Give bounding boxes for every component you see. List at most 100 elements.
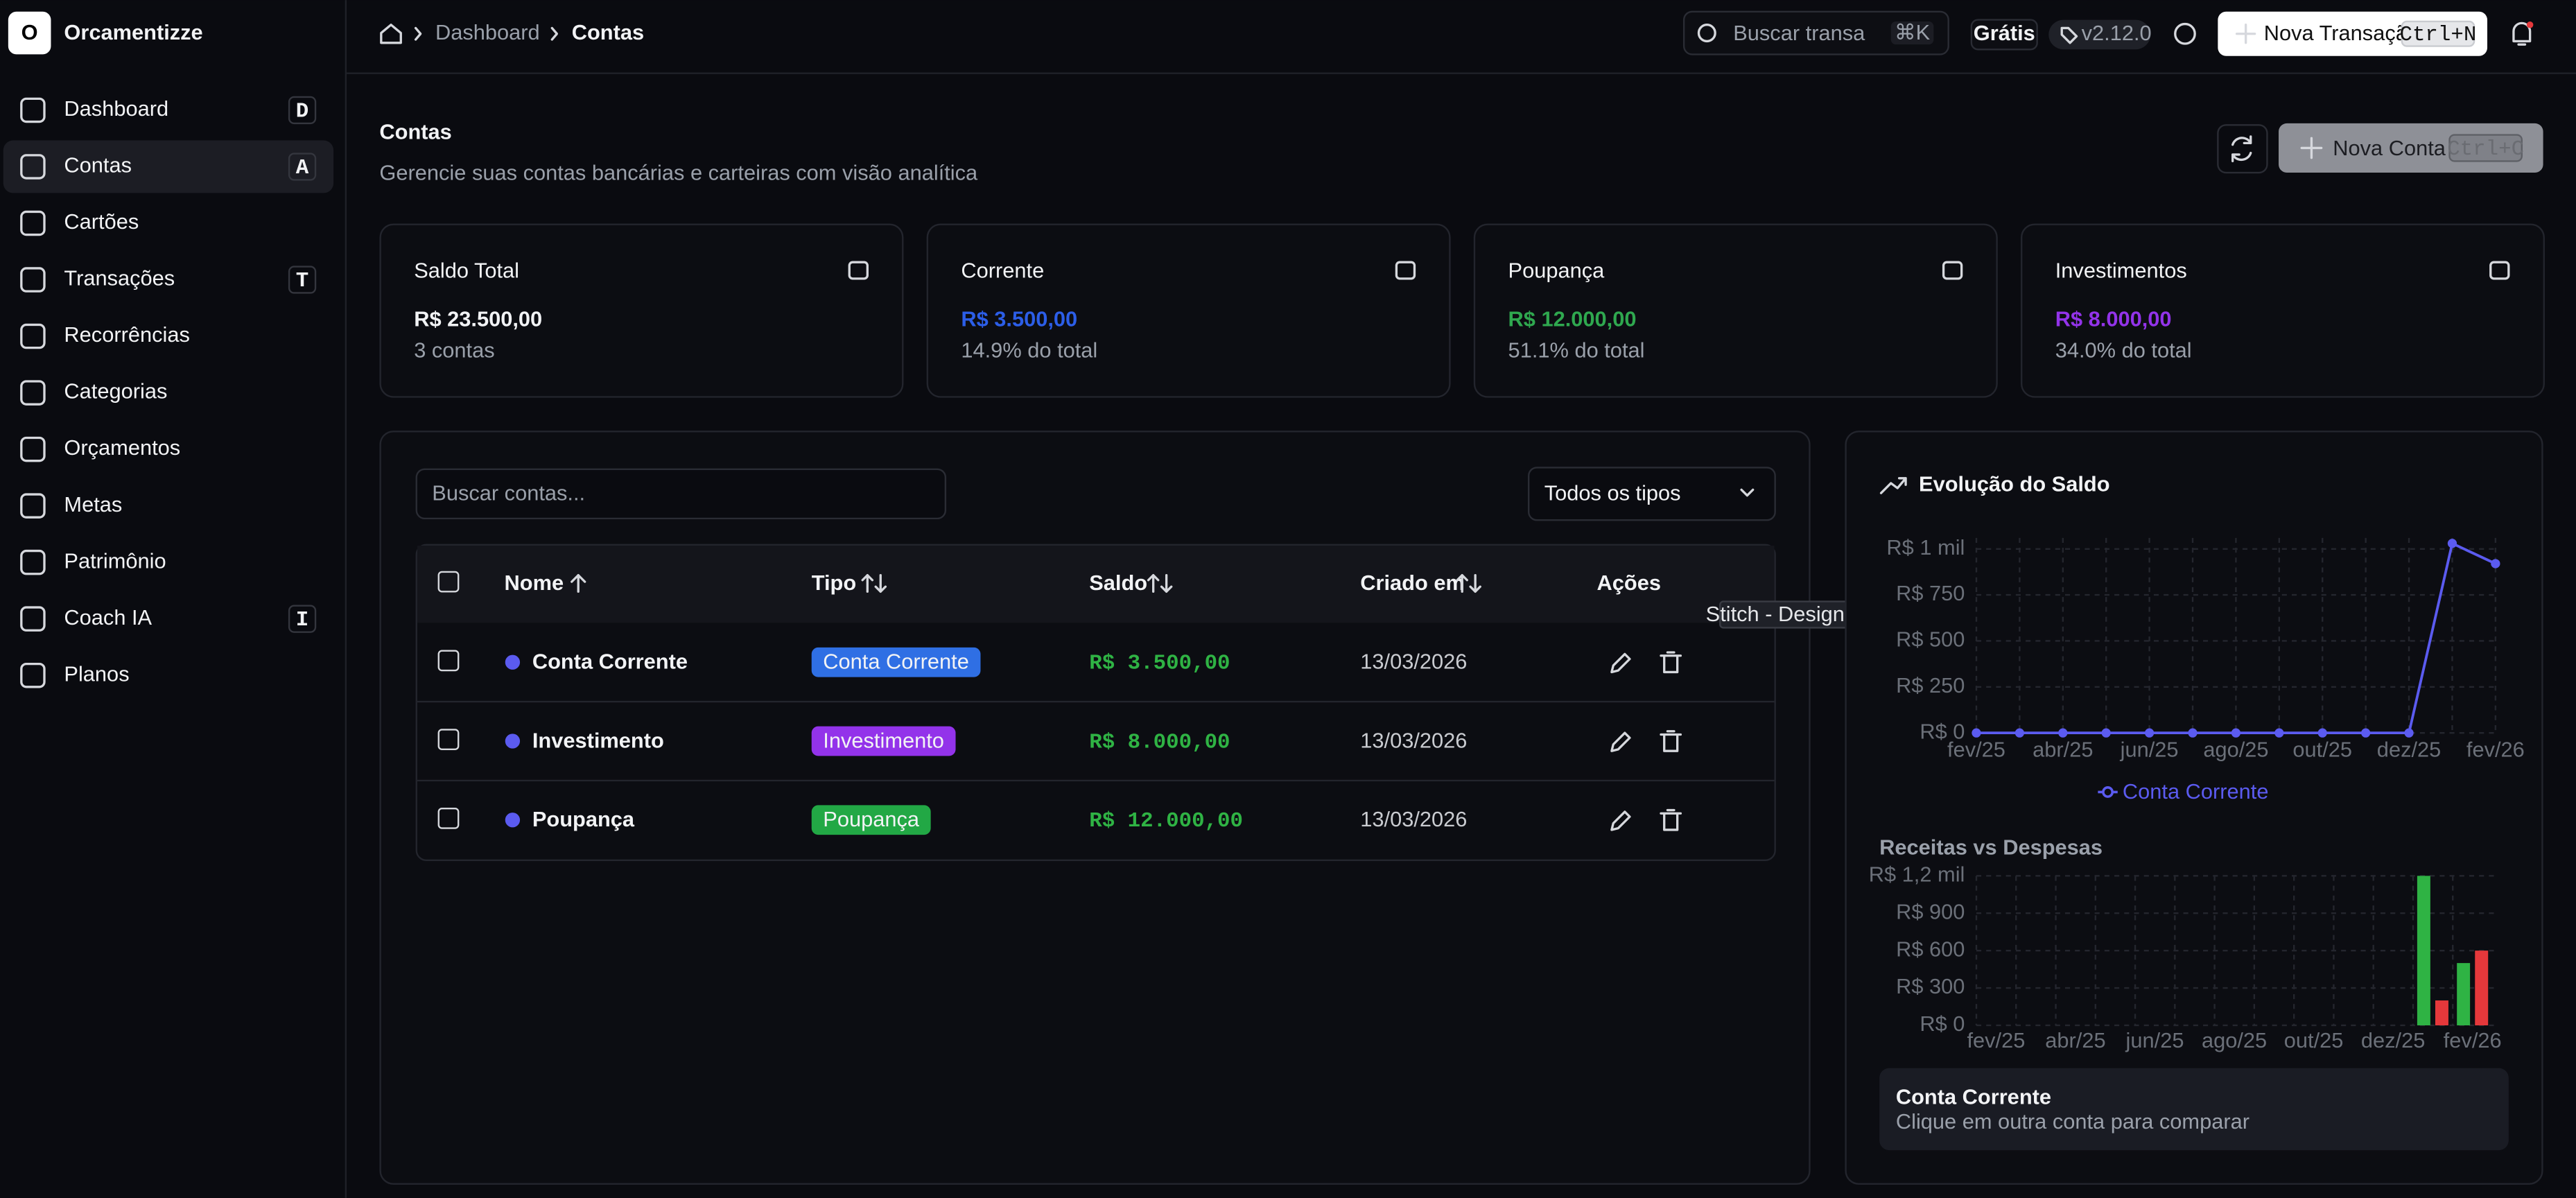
- line-point: [2317, 728, 2327, 738]
- nav-hit[interactable]: [3, 480, 333, 532]
- tag-icon: [2060, 26, 2078, 44]
- line-point: [2231, 728, 2241, 738]
- edit-icon[interactable]: [1610, 652, 1631, 674]
- search-placeholder: Buscar transa: [1733, 21, 1865, 45]
- y-tick-label: R$ 750: [1896, 581, 1965, 605]
- account-created: 13/03/2026: [1360, 807, 1467, 831]
- x-tick-label: ago/25: [2203, 737, 2268, 761]
- delete-icon[interactable]: [1660, 730, 1682, 752]
- card-note: 3 contas: [414, 338, 494, 362]
- x-tick-label: dez/25: [2361, 1028, 2425, 1052]
- x-tick-label: ago/25: [2202, 1028, 2267, 1052]
- accounts-search[interactable]: [415, 468, 947, 520]
- chevron-down: [1740, 488, 1755, 497]
- card-icon: [2489, 261, 2510, 280]
- card-note: 14.9% do total: [961, 338, 1097, 362]
- button-label: Nova Conta: [2333, 136, 2446, 160]
- sort-icon: [861, 573, 887, 593]
- line-point: [2404, 728, 2414, 738]
- checkbox[interactable]: [437, 571, 460, 593]
- nav-hit[interactable]: [3, 197, 333, 250]
- version-label: v2.12.0: [2082, 21, 2152, 45]
- card-value: R$ 23.500,00: [414, 306, 542, 331]
- breadcrumb: Dashboard: [435, 20, 540, 44]
- filter-label: Todos os tipos: [1544, 481, 1681, 505]
- x-tick-label: fev/25: [1967, 1028, 2025, 1052]
- nav-hit[interactable]: [3, 141, 333, 193]
- nav-label: Cartões: [64, 209, 139, 234]
- checkbox[interactable]: [437, 807, 460, 829]
- info-icon: [2174, 22, 2196, 45]
- nav-label: Recorrências: [64, 322, 189, 347]
- brand-logo: [8, 11, 51, 55]
- type-badge: [811, 726, 956, 756]
- chart-title: Receitas vs Despesas: [1879, 835, 2103, 859]
- card-value: R$ 8.000,00: [2055, 306, 2172, 331]
- button-shortcut: Ctrl+C: [2447, 137, 2524, 162]
- shortcut-box: [2448, 134, 2523, 162]
- checkbox[interactable]: [437, 650, 460, 672]
- type-filter[interactable]: [1528, 467, 1776, 521]
- y-tick-label: R$ 1,2 mil: [1869, 862, 1965, 886]
- type-badge: [811, 805, 931, 835]
- nav-icon: [20, 97, 46, 123]
- nav-hit[interactable]: [3, 536, 333, 589]
- line-point: [2491, 559, 2500, 568]
- nav-icon: [20, 662, 46, 688]
- search-placeholder: Buscar contas...: [432, 481, 585, 505]
- y-tick-label: R$ 250: [1896, 673, 1965, 697]
- nav-icon: [20, 380, 46, 406]
- delete-icon[interactable]: [1660, 808, 1682, 831]
- sort-asc-icon: [571, 573, 586, 593]
- account-created: 13/03/2026: [1360, 728, 1467, 752]
- bell-icon: [2512, 21, 2532, 46]
- summary-card: [926, 223, 1451, 398]
- nav-hit[interactable]: [3, 649, 333, 702]
- edit-icon[interactable]: [1610, 810, 1631, 831]
- summary-card: [2020, 223, 2545, 398]
- nav-label: Contas: [64, 153, 132, 177]
- edit-icon[interactable]: [1610, 731, 1631, 752]
- y-tick-label: R$ 500: [1896, 627, 1965, 652]
- nav-icon: [20, 154, 46, 180]
- card-label: Poupança: [1508, 259, 1605, 283]
- card-value: R$ 12.000,00: [1508, 306, 1637, 331]
- shortcut-box: [2401, 20, 2475, 47]
- version-badge: [2048, 19, 2151, 50]
- nav-shortcut-box: [288, 266, 317, 294]
- chevron: [550, 26, 559, 41]
- nav-label: Dashboard: [64, 96, 168, 121]
- column-header: Saldo: [1089, 571, 1147, 595]
- checkbox[interactable]: [437, 729, 460, 751]
- search-icon: [1697, 24, 1716, 43]
- chart-title: Evolução do Saldo: [1919, 472, 2110, 496]
- refresh-button[interactable]: [2217, 124, 2268, 174]
- x-tick-label: jun/25: [2125, 1028, 2184, 1052]
- nav-hit[interactable]: [3, 367, 333, 419]
- delete-icon[interactable]: [1660, 651, 1682, 674]
- bar: [2417, 876, 2430, 1025]
- card-value: R$ 3.500,00: [961, 306, 1077, 331]
- account-created: 13/03/2026: [1360, 650, 1467, 674]
- account-balance: R$ 8.000,00: [1089, 730, 1230, 754]
- selected-account-box: [1879, 1068, 2509, 1151]
- nav-label: Planos: [64, 661, 129, 686]
- nav-label: Transações: [64, 266, 175, 290]
- nav-shortcut-box: [288, 96, 317, 125]
- nav-label: Coach IA: [64, 605, 152, 630]
- y-tick-label: R$ 900: [1896, 899, 1965, 923]
- card-label: Saldo Total: [414, 259, 519, 283]
- nav-hit[interactable]: [3, 593, 333, 645]
- bar: [2457, 963, 2471, 1025]
- refresh-icon: [2231, 135, 2252, 163]
- type-badge-label: Investimento: [823, 728, 944, 752]
- type-badge: [811, 647, 981, 677]
- card-label: Investimentos: [2055, 259, 2187, 283]
- search-box[interactable]: [1682, 10, 1949, 55]
- column-header: Tipo: [812, 571, 856, 595]
- nav-shortcut: I: [296, 608, 308, 632]
- type-badge-label: Poupança: [823, 807, 920, 831]
- nav-label: Orçamentos: [64, 435, 180, 460]
- bar: [2475, 950, 2489, 1025]
- nav-icon: [20, 267, 46, 293]
